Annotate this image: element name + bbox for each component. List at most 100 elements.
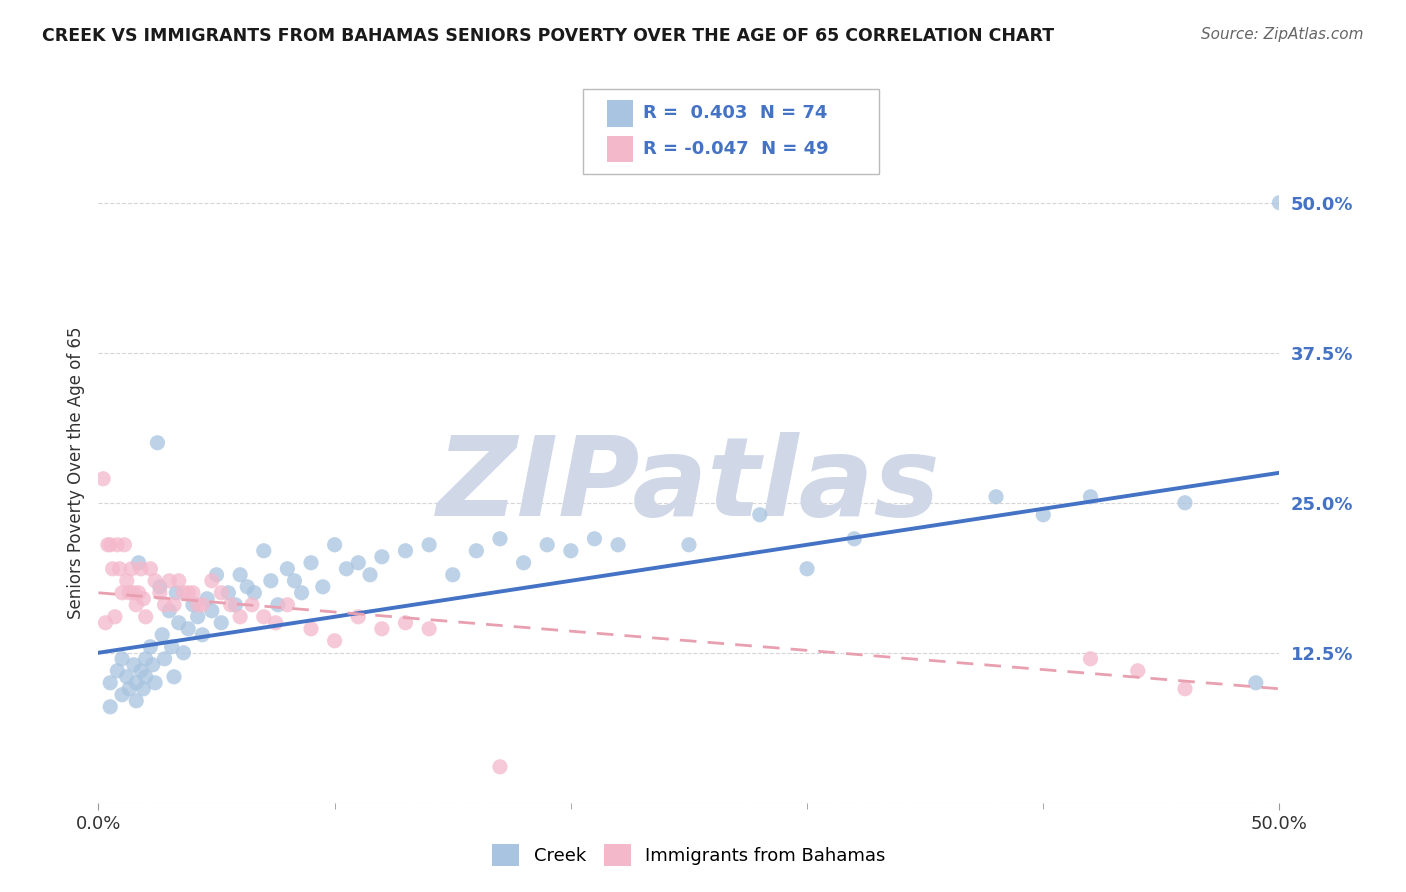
- Point: [323, 538, 346, 552]
- Point: [359, 567, 381, 582]
- Point: [441, 567, 464, 582]
- Point: [253, 543, 276, 558]
- Point: [101, 562, 124, 576]
- Point: [191, 628, 214, 642]
- Point: [299, 622, 322, 636]
- Point: [146, 435, 169, 450]
- Point: [160, 640, 183, 654]
- Point: [312, 580, 335, 594]
- Point: [1032, 508, 1054, 522]
- Point: [153, 652, 176, 666]
- Point: [167, 574, 190, 588]
- Point: [181, 598, 204, 612]
- Point: [219, 598, 242, 612]
- Point: [98, 538, 121, 552]
- Point: [267, 598, 290, 612]
- Point: [418, 538, 440, 552]
- Point: [97, 538, 120, 552]
- Point: [335, 562, 357, 576]
- Text: ZIPatlas: ZIPatlas: [437, 433, 941, 540]
- Point: [1174, 681, 1197, 696]
- Point: [165, 586, 187, 600]
- Point: [191, 598, 214, 612]
- Point: [253, 609, 276, 624]
- Point: [796, 562, 818, 576]
- Point: [217, 586, 239, 600]
- Point: [108, 562, 131, 576]
- Point: [536, 538, 558, 552]
- Point: [157, 574, 180, 588]
- Point: [177, 622, 200, 636]
- Text: Source: ZipAtlas.com: Source: ZipAtlas.com: [1201, 27, 1364, 42]
- Point: [1268, 195, 1291, 210]
- Point: [129, 562, 152, 576]
- Point: [394, 543, 416, 558]
- Point: [283, 574, 305, 588]
- Point: [135, 609, 157, 624]
- Point: [139, 640, 162, 654]
- Point: [167, 615, 190, 630]
- Point: [418, 622, 440, 636]
- Point: [115, 574, 138, 588]
- Point: [181, 586, 204, 600]
- Point: [205, 567, 228, 582]
- Point: [111, 586, 134, 600]
- Text: R = -0.047  N = 49: R = -0.047 N = 49: [643, 140, 828, 158]
- Point: [129, 664, 152, 678]
- Point: [125, 694, 148, 708]
- Point: [139, 562, 162, 576]
- Point: [177, 586, 200, 600]
- Point: [143, 574, 166, 588]
- Point: [229, 609, 252, 624]
- Point: [240, 598, 263, 612]
- Point: [394, 615, 416, 630]
- Point: [489, 760, 512, 774]
- Point: [224, 598, 246, 612]
- Point: [121, 562, 143, 576]
- Point: [276, 562, 298, 576]
- Point: [172, 586, 194, 600]
- Point: [276, 598, 298, 612]
- Point: [748, 508, 770, 522]
- Point: [195, 591, 218, 606]
- Point: [94, 615, 117, 630]
- Y-axis label: Seniors Poverty Over the Age of 65: Seniors Poverty Over the Age of 65: [66, 326, 84, 619]
- Point: [149, 580, 172, 594]
- Text: R =  0.403  N = 74: R = 0.403 N = 74: [643, 104, 827, 122]
- Point: [150, 628, 173, 642]
- Point: [163, 670, 186, 684]
- Legend: Creek, Immigrants from Bahamas: Creek, Immigrants from Bahamas: [485, 837, 893, 873]
- Point: [201, 604, 224, 618]
- Point: [172, 646, 194, 660]
- Point: [1080, 490, 1102, 504]
- Point: [157, 604, 180, 618]
- Point: [122, 586, 145, 600]
- Point: [115, 670, 138, 684]
- Point: [264, 615, 287, 630]
- Point: [347, 556, 370, 570]
- Point: [143, 675, 166, 690]
- Point: [98, 699, 121, 714]
- Point: [149, 586, 172, 600]
- Point: [607, 538, 630, 552]
- Point: [260, 574, 283, 588]
- Point: [112, 538, 135, 552]
- Point: [290, 586, 312, 600]
- Point: [1126, 664, 1149, 678]
- Point: [844, 532, 866, 546]
- Point: [122, 657, 145, 672]
- Point: [323, 633, 346, 648]
- Point: [118, 681, 141, 696]
- Point: [104, 609, 127, 624]
- Point: [489, 532, 512, 546]
- Point: [128, 556, 150, 570]
- Point: [1174, 496, 1197, 510]
- Point: [371, 549, 394, 564]
- Point: [209, 615, 232, 630]
- Point: [1080, 652, 1102, 666]
- Point: [135, 670, 157, 684]
- Point: [111, 652, 134, 666]
- Point: [512, 556, 534, 570]
- Point: [583, 532, 606, 546]
- Point: [118, 586, 141, 600]
